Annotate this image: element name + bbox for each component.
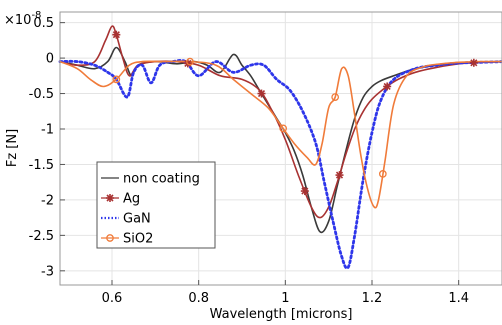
marker-sio2 [279,124,288,133]
legend-label: Ag [123,192,140,207]
y-tick-label: -1.5 [29,158,54,173]
y-tick-label: -1 [41,123,54,138]
marker-sio2 [112,75,121,84]
x-tick-label: 1.4 [448,291,469,306]
grid [60,12,502,285]
y-tick-label: -0.5 [29,87,54,102]
x-axis-ticks: 0.6 0.8 1 1.2 1.4 [102,280,469,306]
legend-box [96,161,216,249]
marker-ag [335,171,344,180]
legend-items: non coating Ag GaN SiO2 [101,172,200,247]
y-tick-label: -2.5 [29,229,54,244]
legend-item-non-coating: non coating [101,172,200,187]
y-multiplier-base: ×10 [4,13,31,28]
series-line-sio2 [59,60,502,209]
y-tick-label: 0.5 [33,16,54,31]
x-tick-label: 1 [281,291,289,306]
legend: non coating Ag GaN SiO2 [96,161,216,249]
series-markers [112,30,478,196]
marker-ag [383,82,392,91]
legend-label: SiO2 [123,232,153,247]
y-axis-title: Fz [N] [5,129,20,167]
marker-ag [257,89,266,98]
legend-item-gan: GaN [101,212,151,227]
marker-sio2 [378,170,387,178]
y-tick-label: -2 [41,193,54,208]
marker-ag [469,58,478,67]
x-tick-label: 1.2 [362,291,383,306]
marker-ag [112,30,121,39]
y-multiplier-label: ×10-8 [4,10,41,28]
x-tick-label: 0.6 [102,291,123,306]
legend-label: non coating [123,172,200,187]
series-line-gan [58,59,502,270]
y-tick-label: -3 [41,264,54,279]
x-axis-title: Wavelength [microns] [210,307,353,322]
legend-label: GaN [123,212,151,227]
legend-marker [106,234,114,242]
marker-ag [300,187,309,196]
marker-sio2 [186,57,194,66]
x-tick-label: 0.8 [188,291,209,306]
marker-sio2 [331,93,340,101]
plot-frame [59,11,502,286]
y-multiplier-exponent: -8 [31,10,41,21]
series-line-ag [59,25,502,219]
series-lines [58,25,502,270]
y-tick-label: 0 [46,52,54,67]
legend-item-ag: Ag [101,192,140,207]
y-axis-ticks: 0.5 0 -0.5 -1 -1.5 -2 -2.5 -3 [29,16,65,279]
legend-marker [106,194,114,202]
legend-item-sio2: SiO2 [101,232,153,247]
